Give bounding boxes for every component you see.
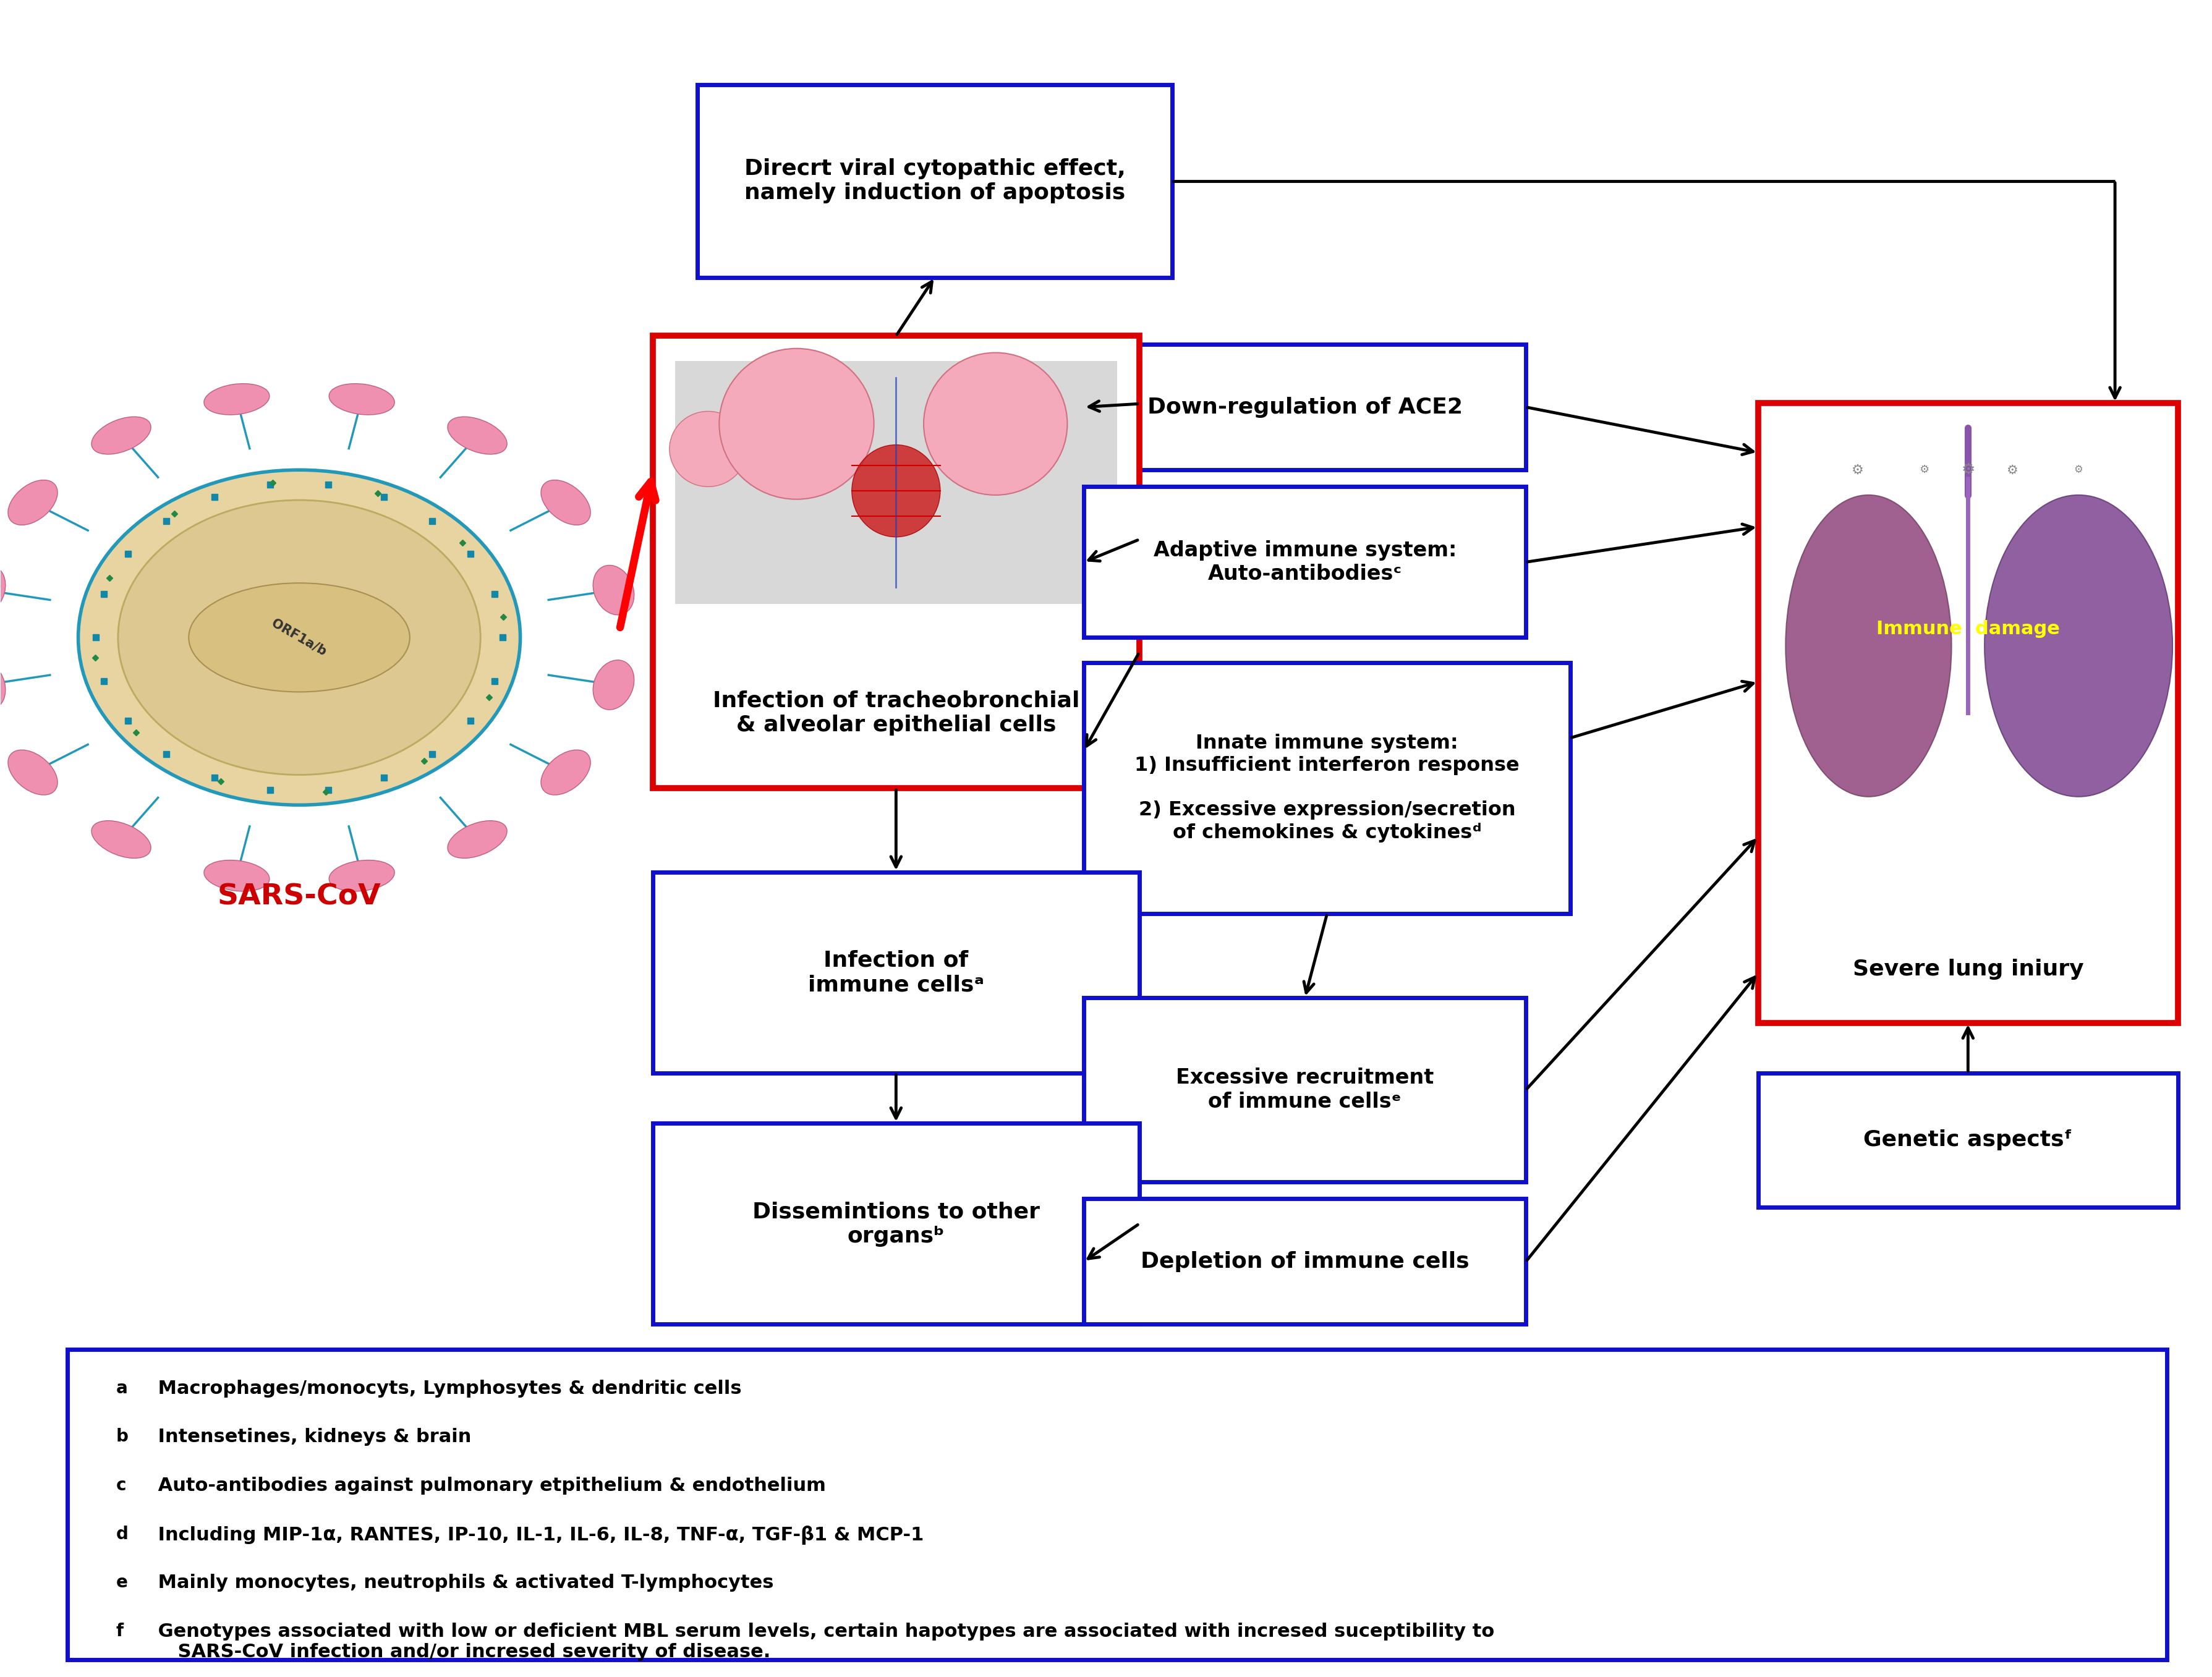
Ellipse shape	[0, 565, 4, 615]
FancyBboxPatch shape	[675, 361, 1117, 604]
FancyBboxPatch shape	[1084, 344, 1526, 470]
Text: Infection of tracheobronchial
& alveolar epithelial cells: Infection of tracheobronchial & alveolar…	[712, 691, 1079, 736]
Text: Macrophages/monocyts, Lymphosytes & dendritic cells: Macrophages/monocyts, Lymphosytes & dend…	[150, 1380, 741, 1397]
Text: e: e	[115, 1575, 128, 1591]
Ellipse shape	[447, 820, 507, 859]
Text: ⚙: ⚙	[1962, 463, 1975, 478]
Text: ⚙: ⚙	[1851, 465, 1865, 476]
Ellipse shape	[204, 860, 270, 890]
Ellipse shape	[593, 565, 635, 615]
Ellipse shape	[188, 584, 409, 693]
Text: Direcrt viral cytopathic effect,
namely induction of apoptosis: Direcrt viral cytopathic effect, namely …	[743, 158, 1126, 203]
Circle shape	[77, 470, 520, 805]
FancyBboxPatch shape	[1084, 998, 1526, 1182]
Text: ⚙: ⚙	[1918, 465, 1929, 476]
Text: Infection of
immune cellsᵃ: Infection of immune cellsᵃ	[807, 949, 984, 994]
Text: Auto-antibodies against pulmonary etpithelium & endothelium: Auto-antibodies against pulmonary etpith…	[150, 1477, 825, 1494]
Text: Down-regulation of ACE2: Down-regulation of ACE2	[1148, 396, 1462, 418]
Ellipse shape	[852, 444, 940, 537]
FancyBboxPatch shape	[1084, 662, 1571, 914]
Ellipse shape	[9, 480, 58, 525]
Text: Depletion of immune cells: Depletion of immune cells	[1141, 1251, 1469, 1273]
Text: b: b	[115, 1429, 128, 1446]
Text: Severe lung iniury: Severe lung iniury	[1851, 959, 2084, 979]
Text: ⚙: ⚙	[2006, 465, 2017, 476]
FancyBboxPatch shape	[1759, 1073, 2179, 1207]
Text: ORF1a/b: ORF1a/b	[270, 617, 330, 657]
Ellipse shape	[719, 349, 874, 500]
Text: SARS-CoV: SARS-CoV	[217, 884, 380, 911]
Circle shape	[117, 500, 480, 775]
FancyBboxPatch shape	[1759, 402, 2179, 1023]
Ellipse shape	[1785, 495, 1951, 797]
Ellipse shape	[542, 480, 591, 525]
Text: d: d	[115, 1526, 128, 1543]
Text: a: a	[115, 1380, 128, 1397]
Ellipse shape	[0, 661, 4, 709]
Text: Innate immune system:
1) Insufficient interferon response

2) Excessive expressi: Innate immune system: 1) Insufficient in…	[1135, 735, 1520, 842]
Text: Dissemintions to other
organsᵇ: Dissemintions to other organsᵇ	[752, 1201, 1040, 1246]
FancyBboxPatch shape	[653, 872, 1139, 1073]
Ellipse shape	[330, 384, 394, 414]
Ellipse shape	[542, 750, 591, 795]
Text: f: f	[115, 1623, 124, 1640]
FancyBboxPatch shape	[697, 84, 1172, 277]
Text: ⚙: ⚙	[2075, 465, 2084, 476]
Text: Including MIP-1α, RANTES, IP-10, IL-1, IL-6, IL-8, TNF-α, TGF-β1 & MCP-1: Including MIP-1α, RANTES, IP-10, IL-1, I…	[150, 1526, 925, 1545]
Ellipse shape	[204, 384, 270, 414]
Text: c: c	[115, 1477, 126, 1494]
Text: Genotypes associated with low or deficient MBL serum levels, certain hapotypes a: Genotypes associated with low or deficie…	[150, 1623, 1493, 1662]
Text: Excessive recruitment
of immune cellsᵉ: Excessive recruitment of immune cellsᵉ	[1177, 1068, 1433, 1112]
Ellipse shape	[447, 416, 507, 454]
Ellipse shape	[1984, 495, 2172, 797]
Ellipse shape	[593, 661, 635, 709]
Text: Immune  damage: Immune damage	[1876, 620, 2059, 637]
Ellipse shape	[330, 860, 394, 890]
Ellipse shape	[91, 820, 150, 859]
Text: Adaptive immune system:
Auto-antibodiesᶜ: Adaptive immune system: Auto-antibodiesᶜ	[1152, 540, 1455, 584]
Text: Intensetines, kidneys & brain: Intensetines, kidneys & brain	[150, 1429, 471, 1446]
Ellipse shape	[9, 750, 58, 795]
Text: Genetic aspectsᶠ: Genetic aspectsᶠ	[1863, 1130, 2073, 1150]
FancyBboxPatch shape	[1084, 486, 1526, 637]
Text: Mainly monocytes, neutrophils & activated T-lymphocytes: Mainly monocytes, neutrophils & activate…	[150, 1575, 774, 1591]
FancyBboxPatch shape	[653, 1124, 1139, 1325]
FancyBboxPatch shape	[1084, 1199, 1526, 1325]
Ellipse shape	[925, 352, 1068, 495]
Ellipse shape	[670, 411, 748, 486]
Ellipse shape	[91, 416, 150, 454]
FancyBboxPatch shape	[653, 335, 1139, 788]
FancyBboxPatch shape	[66, 1350, 2168, 1659]
